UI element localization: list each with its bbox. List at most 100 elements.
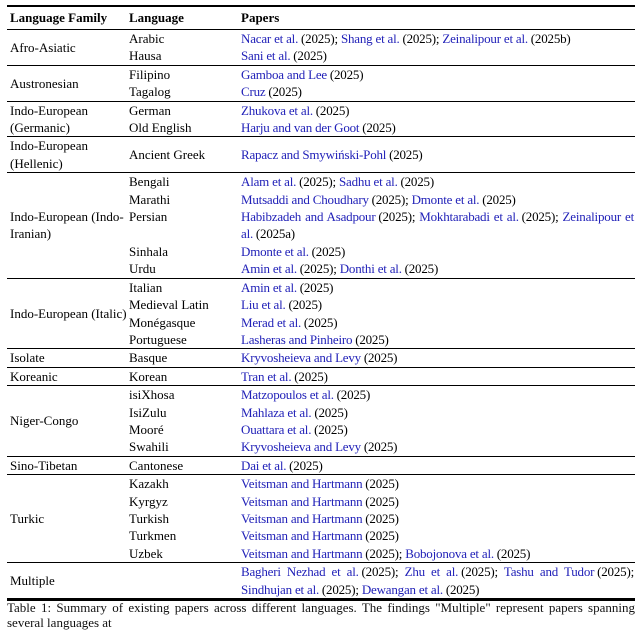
citation-link[interactable]: Sindhujan et al. [241,581,320,597]
citation: Tran et al. (2025) [241,369,328,384]
citation-separator: ; [411,209,420,225]
citation-link[interactable]: Veitsman and Hartmann [241,545,363,561]
table-row: Bengali Alam et al. (2025); Sadhu et al. (2… [129,173,635,190]
papers-cell: Liu et al. (2025) [241,296,635,313]
citation: Zeinalipour et al. (2025a) [241,209,634,241]
citation-link[interactable]: Gamboa and Lee [241,66,327,82]
citation-year: (2025) [321,581,356,597]
citation-link[interactable]: Rapacz and Smywiński-Pohl [241,147,387,163]
citation-link[interactable]: Mokhtarabadi et al. [419,209,519,225]
table-row: isiXhosa Matzopoulos et al. (2025) [129,386,635,403]
table-group-isolate: Isolate Basque Kryvosheieva and Levy (2025… [7,349,635,368]
citation-link[interactable]: Lasheras and Pinheiro [241,331,353,347]
table-row: Uzbek Veitsman and Hartmann (2025); Bobojo… [129,545,635,562]
citation-link[interactable]: Donthi et al. [339,261,402,277]
table-row: Old English Harju and van der Goot (2025) [129,119,635,136]
table-group-indo-european-italic: Indo-European (Italic) Italian Amin et al… [7,279,635,350]
citation-separator: ; [333,261,340,277]
family-cell: Turkic [10,510,45,526]
family-cell: Afro-Asiatic [10,39,76,55]
table-row: Kazakh Veitsman and Hartmann (2025) [129,475,635,492]
citation-separator: ; [355,581,362,597]
citation-year: (2025) [268,84,302,100]
citation-link[interactable]: Veitsman and Hartmann [241,528,363,544]
citation: Veitsman and Hartmann (2025) [241,476,399,491]
citation-link[interactable]: Dmonte et al. [241,243,309,259]
citation: Liu et al. (2025) [241,297,322,312]
papers-cell: Harju and van der Goot (2025) [241,119,635,136]
citation: Lasheras and Pinheiro (2025) [241,332,389,347]
citation-link[interactable]: Habibzadeh and Asadpour [241,209,376,225]
citation-year: (2025) [378,209,412,225]
citation-link[interactable]: Mahlaza et al. [241,404,312,420]
citation-link[interactable]: Amin et al. [241,261,297,277]
citation-link[interactable]: Zhukova et al. [241,102,313,118]
citation-link[interactable]: Zeinalipour et al. [241,209,634,242]
citation-link[interactable]: Matzopoulos et al. [241,387,334,403]
citation: Habibzadeh and Asadpour (2025) [241,209,412,224]
citation-link[interactable]: Veitsman and Hartmann [241,493,363,509]
citation: Bagheri Nezhad et al. (2025) [241,564,395,579]
citation-separator: ; [555,209,563,225]
table-group-austronesian: Austronesian Filipino Gamboa and Lee (2025… [7,66,635,102]
language-cell: Korean [129,368,168,384]
citation-link[interactable]: Sani et al. [241,48,291,64]
papers-cell: Veitsman and Hartmann (2025) [241,493,635,510]
citation-separator: ; [494,564,504,580]
citation-year: (2025) [303,314,338,330]
citation-link[interactable]: Kryvosheieva and Levy [241,350,361,366]
table-row: Korean Tran et al. (2025) [129,368,635,385]
citation-link[interactable]: Dewangan et al. [361,581,443,597]
papers-cell: Mahlaza et al. (2025) [241,404,635,421]
citation-year: (2025) [315,102,350,118]
citation-link[interactable]: Dai et al. [241,457,287,473]
citation-link[interactable]: Mutsaddi and Choudhary [241,191,369,207]
citation-link[interactable]: Kryvosheieva and Levy [241,439,361,455]
citation-link[interactable]: Tran et al. [241,368,292,384]
citation-link[interactable]: Liu et al. [241,297,286,313]
papers-cell: Amin et al. (2025) [241,279,635,296]
family-cell: Koreanic [10,368,58,384]
citation: Kryvosheieva and Levy (2025) [241,439,398,455]
language-cell: Marathi [129,191,171,207]
table-row: Basque Kryvosheieva and Levy (2025) [129,349,635,366]
citation-link[interactable]: Veitsman and Hartmann [241,510,363,526]
citation-separator: ; [435,31,443,46]
citation-year: (2025) [365,510,399,526]
citation-link[interactable]: Cruz [241,84,266,100]
citation-link[interactable]: Bobojonova et al. [405,545,494,561]
citation-year: (2025) [314,421,348,437]
citation-link[interactable]: Dmonte et al. [411,191,480,207]
citation-link[interactable]: Zhu et al. [404,564,459,580]
citation-link[interactable]: Tashu and Tudor [503,564,595,580]
citation: Zeinalipour et al. (2025b) [442,31,570,46]
citation-link[interactable]: Nacar et al. [241,31,299,46]
table-row: Turkish Veitsman and Hartmann (2025) [129,510,635,527]
table-row: Portuguese Lasheras and Pinheiro (2025) [129,331,635,348]
citation-link[interactable]: Zeinalipour et al. [442,31,528,46]
citation-link[interactable]: Harju and van der Goot [241,120,360,136]
citation: Sani et al. (2025) [241,48,327,63]
table-row: Filipino Gamboa and Lee (2025) [129,66,635,83]
citation-link[interactable]: Bagheri Nezhad et al. [241,564,359,580]
citation: Ouattara et al. (2025) [241,422,348,437]
citation-year: (2025) [365,476,399,492]
citation: Sadhu et al. (2025) [339,174,434,189]
papers-cell: Merad et al. (2025) [241,314,635,331]
family-cell: Sino-Tibetan [10,457,78,473]
citation-year: (2025) [361,564,396,580]
language-cell [129,563,241,598]
citation: Matzopoulos et al. (2025) [241,387,370,402]
citation: Alam et al. (2025) [241,174,333,189]
col-header-papers: Papers [241,10,280,25]
citation-year: (2025) [299,174,333,190]
citation-link[interactable]: Ouattara et al. [241,421,312,437]
citation-link[interactable]: Sadhu et al. [339,174,398,190]
language-cell: Kyrgyz [129,493,168,509]
citation-link[interactable]: Veitsman and Hartmann [241,476,363,492]
citation-link[interactable]: Shang et al. [340,31,400,46]
citation-year: (2025) [482,191,516,207]
citation-link[interactable]: Alam et al. [241,174,297,190]
citation-link[interactable]: Amin et al. [241,279,297,295]
citation-link[interactable]: Merad et al. [241,314,302,330]
